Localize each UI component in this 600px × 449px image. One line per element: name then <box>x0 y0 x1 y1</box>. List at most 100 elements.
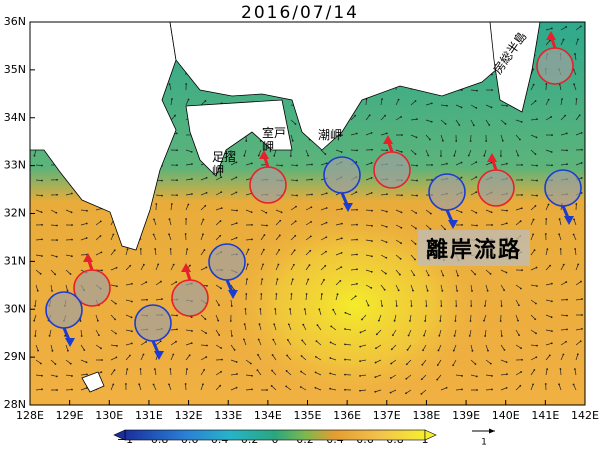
vector-head <box>415 227 417 230</box>
vector-head <box>406 348 409 351</box>
vector <box>110 344 117 347</box>
vector-head <box>293 249 296 252</box>
vector <box>380 209 387 212</box>
vector-head <box>56 239 58 241</box>
vector <box>500 209 508 211</box>
vector-head <box>64 335 66 337</box>
vector <box>170 354 174 361</box>
vector-head <box>100 251 103 254</box>
vector-head <box>475 107 478 109</box>
vector-head <box>517 154 520 157</box>
vector-head <box>519 138 521 141</box>
vector <box>170 341 177 346</box>
vector-head <box>367 304 370 307</box>
vector-head <box>130 330 133 333</box>
vector-head <box>386 149 388 152</box>
vector <box>50 284 53 291</box>
vector <box>200 100 206 106</box>
vector-head <box>562 353 565 356</box>
vector-head <box>324 264 327 267</box>
vector-head <box>229 320 232 322</box>
vector-head <box>230 305 233 307</box>
vector-head <box>266 389 268 391</box>
lon-label: 141E <box>531 409 559 422</box>
vector <box>258 339 262 346</box>
vector-head <box>389 391 392 394</box>
vector-head <box>285 385 288 388</box>
vector-head <box>460 211 463 214</box>
vector-head <box>316 324 319 327</box>
vector <box>575 39 579 46</box>
vector-head <box>445 386 448 389</box>
vector-head <box>558 233 561 236</box>
vector <box>395 149 402 153</box>
vector <box>274 309 277 316</box>
vector-head <box>547 203 550 206</box>
vector-head <box>359 389 361 392</box>
vector <box>545 249 548 256</box>
vector <box>244 324 247 331</box>
vector-head <box>381 98 383 100</box>
vector <box>454 329 457 336</box>
vector <box>485 119 490 126</box>
vector <box>575 281 582 286</box>
vector-head <box>579 25 582 28</box>
vector-head <box>69 273 72 275</box>
vector-head <box>314 371 317 374</box>
vector-head <box>370 255 373 258</box>
vector-head <box>565 26 568 28</box>
vector-head <box>374 390 377 393</box>
vector <box>65 209 72 213</box>
vector <box>560 368 562 376</box>
vector <box>376 329 382 335</box>
vector-head <box>286 339 289 341</box>
vector <box>500 387 507 391</box>
vector <box>365 192 372 196</box>
vector <box>470 191 477 196</box>
vector <box>230 222 237 226</box>
vector <box>110 234 114 241</box>
vector-head <box>533 249 536 252</box>
vector-head <box>469 320 472 322</box>
vector-head <box>476 89 478 92</box>
vector-head <box>170 203 173 205</box>
vector <box>288 324 292 331</box>
vector-head <box>580 131 583 134</box>
vector-head <box>40 211 43 214</box>
vector <box>485 389 493 391</box>
vector <box>574 369 577 376</box>
vector-head <box>371 209 373 212</box>
current-arrow-head <box>259 150 269 159</box>
vector <box>573 384 577 391</box>
vector-head <box>532 218 535 221</box>
vector <box>245 209 252 213</box>
vector <box>545 116 552 121</box>
vector <box>34 299 37 306</box>
vector-head <box>359 331 362 334</box>
vector-head <box>251 238 253 241</box>
vector-head <box>251 388 253 391</box>
vector-head <box>41 223 43 226</box>
eddy-circle <box>208 243 246 281</box>
vector-head <box>405 392 407 395</box>
vector <box>470 89 478 91</box>
vector-head <box>400 115 403 118</box>
vector-head <box>430 120 433 123</box>
vector <box>559 84 562 91</box>
vector-head <box>504 123 507 125</box>
vector <box>200 267 207 271</box>
vector-head <box>534 153 537 155</box>
vector-head <box>475 176 478 179</box>
vector <box>200 177 207 181</box>
vector-head <box>393 319 396 322</box>
vector-head <box>218 334 221 336</box>
vector-head <box>575 203 578 205</box>
vector <box>545 329 552 332</box>
vector-head <box>356 253 358 256</box>
vector <box>170 281 177 286</box>
vector-head <box>219 384 222 387</box>
vector-head <box>344 358 346 361</box>
vector-head <box>344 388 346 391</box>
vector-head <box>86 209 88 212</box>
